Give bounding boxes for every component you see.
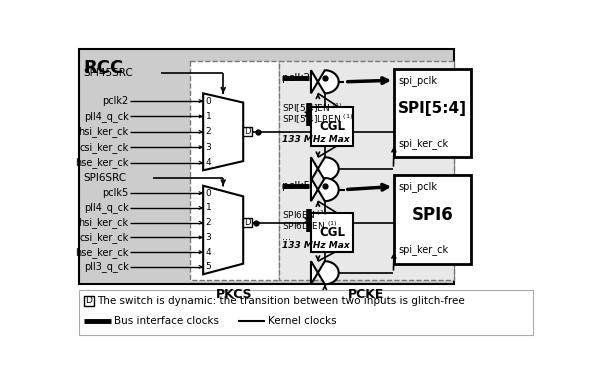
Text: 4: 4 [205, 158, 211, 167]
Bar [79, 290, 533, 335]
Text: 3: 3 [205, 233, 211, 242]
Text: 3: 3 [205, 143, 211, 152]
Text: spi_ker_ck: spi_ker_ck [398, 244, 448, 255]
Text: 5: 5 [205, 263, 211, 271]
Text: SPI6SRC: SPI6SRC [84, 173, 127, 183]
Text: SPI[5:4]EN $^{(1)}$: SPI[5:4]EN $^{(1)}$ [282, 102, 343, 115]
Bar [394, 175, 471, 263]
Text: SPI6EN $^{(1)}$: SPI6EN $^{(1)}$ [282, 209, 327, 221]
Text: D: D [245, 127, 251, 136]
Text: The switch is dynamic: the transition between two inputs is glitch-free: The switch is dynamic: the transition be… [97, 296, 464, 306]
Text: D: D [85, 296, 93, 306]
Text: 4: 4 [205, 248, 211, 256]
Text: pll3_q_ck: pll3_q_ck [84, 261, 128, 272]
Text: spi_pclk: spi_pclk [398, 75, 437, 86]
Text: hsi_ker_ck: hsi_ker_ck [78, 217, 128, 228]
Text: pll4_q_ck: pll4_q_ck [84, 203, 128, 213]
Text: csi_ker_ck: csi_ker_ck [79, 232, 128, 243]
Text: ...: ... [282, 125, 291, 135]
Bar [311, 214, 353, 252]
Text: 1: 1 [205, 203, 211, 212]
Bar [243, 127, 253, 136]
Text: hse_ker_ck: hse_ker_ck [75, 157, 128, 168]
Polygon shape [311, 70, 338, 93]
Text: SPI6: SPI6 [412, 206, 454, 224]
Text: spi_ker_ck: spi_ker_ck [398, 138, 448, 149]
Text: 0: 0 [205, 97, 211, 106]
Text: 1: 1 [205, 112, 211, 121]
Text: CGL: CGL [319, 120, 345, 133]
Text: hsi_ker_ck: hsi_ker_ck [78, 127, 128, 137]
Text: csi_ker_ck: csi_ker_ck [79, 142, 128, 153]
Text: D: D [245, 218, 251, 227]
Polygon shape [311, 261, 338, 284]
Bar [243, 218, 253, 227]
Text: spi_pclk: spi_pclk [398, 181, 437, 192]
Text: SPI6LPEN $^{(1)}$: SPI6LPEN $^{(1)}$ [282, 220, 337, 232]
Text: pclk5: pclk5 [282, 181, 310, 191]
Bar [190, 61, 279, 280]
Text: 133 MHz Max: 133 MHz Max [282, 241, 349, 250]
Text: pclk2: pclk2 [282, 73, 310, 83]
Bar [84, 296, 94, 306]
Text: RCC: RCC [84, 59, 124, 78]
Text: SPI[5:4]LPEN $^{(1)}$: SPI[5:4]LPEN $^{(1)}$ [282, 113, 353, 126]
Text: 0: 0 [205, 188, 211, 198]
Text: ...: ... [282, 231, 291, 242]
Text: 2: 2 [205, 127, 211, 136]
Bar [311, 107, 353, 146]
Text: SPI45SRC: SPI45SRC [84, 68, 134, 78]
Polygon shape [311, 157, 338, 180]
Text: hse_ker_ck: hse_ker_ck [75, 247, 128, 258]
Polygon shape [311, 178, 338, 201]
Bar [394, 69, 471, 157]
Text: Kernel clocks: Kernel clocks [268, 316, 337, 326]
Text: CGL: CGL [319, 226, 345, 239]
Bar [279, 61, 454, 280]
Text: Bus interface clocks: Bus interface clocks [114, 316, 219, 326]
Polygon shape [203, 93, 243, 170]
Text: 133 MHz Max: 133 MHz Max [282, 135, 349, 144]
Text: pll4_q_ck: pll4_q_ck [84, 111, 128, 122]
Bar [79, 49, 454, 283]
Text: pclk2: pclk2 [102, 96, 128, 106]
Text: SPI[5:4]: SPI[5:4] [398, 101, 467, 116]
Text: PKCS: PKCS [216, 288, 253, 301]
Text: 2: 2 [205, 218, 211, 227]
Polygon shape [203, 186, 243, 274]
Text: PCKE: PCKE [348, 288, 384, 301]
Text: pclk5: pclk5 [102, 188, 128, 198]
